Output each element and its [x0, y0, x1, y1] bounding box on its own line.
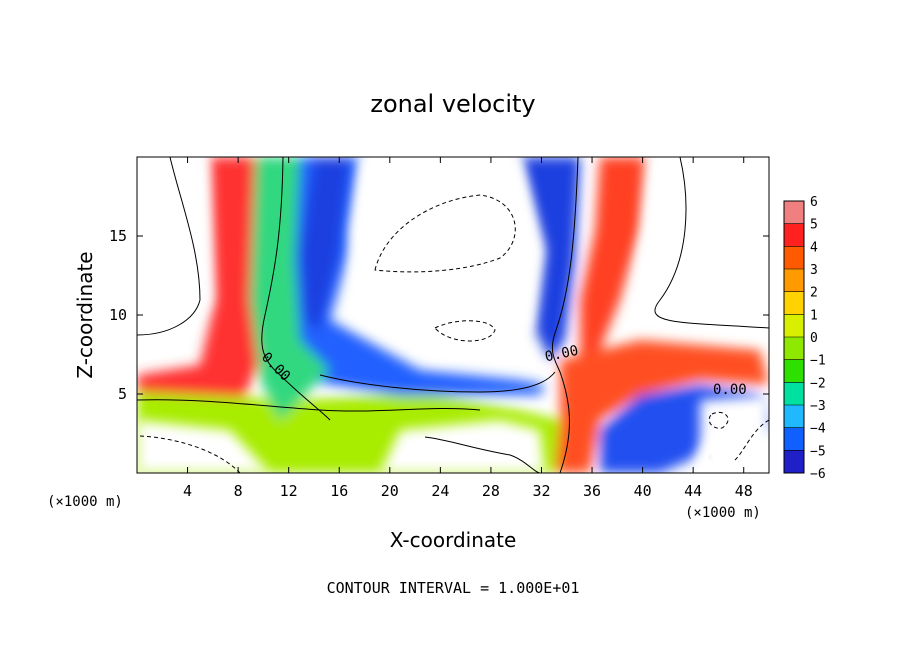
x-tick-label: 4 [183, 482, 192, 500]
colorbar-label: 6 [810, 195, 818, 210]
field-neg-right-column [520, 157, 580, 360]
y-tick-label: 10 [109, 306, 127, 324]
colorbar-swatch [784, 291, 804, 315]
x-tick-label: 40 [634, 482, 652, 500]
field-white-upper-right [635, 157, 769, 340]
colorbar-label: 0 [810, 331, 818, 346]
x-axis-label: X-coordinate [390, 528, 517, 552]
contour-thin-left [137, 157, 201, 336]
colorbar-label: 4 [810, 240, 818, 255]
colorbar-swatch [784, 269, 804, 292]
colorbar-swatch [784, 337, 804, 360]
velocity-field [137, 157, 769, 473]
y-tick-label: 5 [118, 385, 127, 403]
colorbar-swatch [784, 201, 804, 224]
field-pos-left-column [137, 157, 260, 420]
field-white-lower-middle [380, 420, 545, 473]
contour-dashed-lower-right [708, 412, 729, 429]
x-tick-label: 32 [532, 482, 550, 500]
contour-zero-base [137, 399, 481, 412]
x-tick-label: 24 [431, 482, 449, 500]
colorbar-label: −6 [810, 467, 826, 482]
contour-dashed-upper [374, 194, 516, 273]
field-white-lower-right [700, 395, 769, 473]
colorbar-label: −4 [810, 422, 826, 437]
colorbar-swatch [784, 223, 804, 247]
y-axis-label: Z-coordinate [73, 251, 97, 378]
field-white-lower-left [137, 420, 270, 473]
contour-label: 0.00 [544, 343, 580, 366]
contour-thin-right [654, 157, 769, 329]
colorbar-swatch [784, 246, 804, 269]
x-tick-label: 8 [234, 482, 243, 500]
colorbar-swatch [784, 314, 804, 337]
contour-dashed-far-right [734, 419, 769, 461]
x-tick-label: 28 [482, 482, 500, 500]
colorbar-label: −5 [810, 444, 826, 459]
colorbar-swatch [784, 405, 804, 428]
field-zero-left [250, 157, 330, 420]
colorbar-label: 2 [810, 286, 818, 301]
colorbar-swatch [784, 427, 804, 451]
x-unit-left: (×1000 m) [47, 494, 123, 510]
contour-zero-right [551, 157, 579, 473]
colorbar-label: −3 [810, 399, 826, 414]
colorbar-label: −1 [810, 354, 826, 369]
colorbar-label: −2 [810, 376, 826, 391]
contour-interval-note: CONTOUR INTERVAL = 1.000E+01 [327, 579, 580, 597]
field-pos-right-column [580, 157, 645, 360]
x-tick-label: 16 [330, 482, 348, 500]
x-axis: 4 8 12 16 20 24 28 32 36 40 44 48 [183, 157, 753, 500]
contour-thin-lower [424, 436, 541, 473]
field-pos-right-band [555, 340, 769, 473]
x-unit-right: (×1000 m) [685, 505, 761, 521]
colorbar-swatch [784, 359, 804, 383]
colorbar-swatch [784, 382, 804, 405]
x-tick-label: 48 [735, 482, 753, 500]
field-neg-left-core [300, 157, 350, 330]
chart-title: zonal velocity [370, 90, 535, 118]
x-tick-label: 44 [684, 482, 702, 500]
contour-lines [137, 157, 769, 473]
contour-dashed-lower-left [139, 435, 241, 473]
colorbar-label: 1 [810, 308, 818, 323]
x-tick-label: 36 [583, 482, 601, 500]
contour-zero-left [261, 157, 331, 421]
field-white-upper-left [137, 157, 210, 335]
contour-dashed-mid [434, 320, 496, 342]
x-tick-label: 12 [280, 482, 298, 500]
contour-zero-low [319, 371, 556, 393]
colorbar-label: 3 [810, 263, 818, 278]
x-tick-label: 20 [381, 482, 399, 500]
contour-label: 0.00 [713, 382, 747, 398]
colorbar-swatch [784, 450, 804, 473]
y-tick-label: 15 [109, 227, 127, 245]
colorbar: 6 5 4 3 2 1 0 −1 −2 −3 −4 −5 −6 [783, 195, 826, 482]
colorbar-label: 5 [810, 218, 818, 233]
y-axis: 5 10 15 [109, 227, 769, 403]
field-white-upper-middle [350, 157, 540, 360]
